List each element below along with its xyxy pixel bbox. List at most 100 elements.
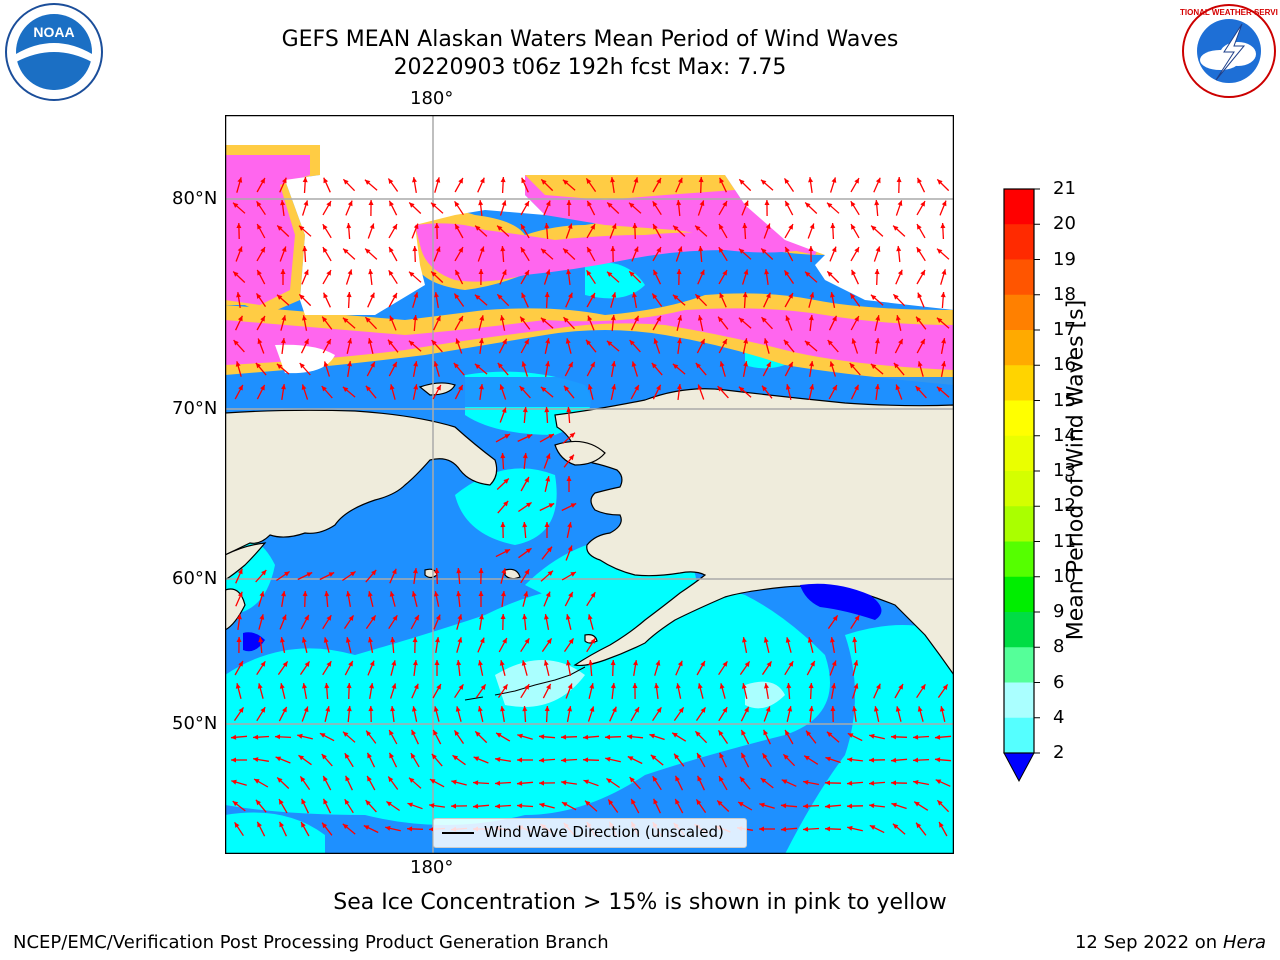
wind-wave-arrow-head	[369, 683, 374, 689]
wind-wave-arrow-head	[479, 246, 485, 252]
wind-wave-arrow-head	[522, 706, 528, 712]
wind-wave-arrow-head	[280, 200, 286, 206]
wind-wave-arrow-head	[323, 292, 328, 299]
lat-label-50n: 50°N	[172, 713, 218, 734]
wind-wave-arrow-head	[869, 825, 876, 830]
colorbar-segment	[1004, 224, 1034, 260]
wind-wave-arrow-head	[389, 315, 395, 322]
wind-wave-arrow-head	[847, 825, 853, 831]
wind-wave-arrow-head	[677, 315, 683, 321]
wind-wave-arrow-head	[895, 315, 901, 321]
wind-wave-arrow-head	[277, 294, 283, 300]
wind-wave-arrow-head	[328, 572, 335, 577]
wind-wave-arrow-head	[407, 802, 413, 808]
colorbar-segment	[1004, 576, 1034, 613]
wind-wave-arrow-head	[606, 340, 613, 346]
wind-wave-arrow-head	[854, 384, 859, 391]
wind-wave-arrow-head	[521, 292, 526, 299]
wind-wave-arrow-head	[567, 706, 572, 712]
wind-wave-arrow-head	[781, 826, 787, 832]
wind-wave-arrow-head	[302, 246, 308, 252]
wind-wave-arrow-head	[588, 660, 594, 666]
wind-wave-arrow-head	[722, 707, 728, 713]
wind-wave-arrow-head	[365, 385, 371, 392]
wind-wave-arrow-head	[501, 269, 507, 276]
wind-wave-arrow-head	[479, 614, 484, 620]
wind-wave-arrow-head	[742, 637, 747, 643]
wind-wave-arrow-head	[456, 568, 462, 574]
wind-wave-arrow-head	[281, 384, 286, 390]
wind-wave-arrow-head	[566, 660, 571, 666]
wind-wave-arrow-head	[304, 661, 310, 667]
wind-wave-arrow-head	[367, 752, 372, 759]
wind-wave-arrow-head	[739, 776, 745, 783]
wind-wave-arrow-head	[279, 683, 285, 689]
wind-wave-arrow-head	[719, 361, 725, 367]
wind-wave-arrow-head	[260, 661, 266, 667]
legend-line-swatch	[442, 832, 474, 834]
wind-wave-arrow-head	[586, 339, 592, 346]
wind-wave-arrow-head	[568, 591, 573, 598]
wind-wave-arrow-head	[589, 683, 595, 689]
wind-wave-arrow-head	[656, 247, 661, 253]
wind-wave-arrow-head	[451, 779, 457, 785]
wind-wave-arrow-head	[544, 292, 550, 298]
wind-wave-arrow-head	[762, 385, 768, 392]
colorbar-segment	[1004, 294, 1034, 331]
wind-wave-arrow-head	[854, 247, 859, 253]
wind-wave-arrow-head	[279, 799, 284, 805]
lon-label-top: 180°	[410, 88, 454, 109]
wind-wave-arrow-head	[656, 178, 661, 184]
wind-wave-arrow-head	[914, 801, 920, 807]
wind-wave-arrow-head	[893, 225, 899, 231]
wind-wave-arrow-head	[744, 661, 750, 667]
wind-wave-arrow-head	[389, 752, 394, 759]
wind-wave-arrow-head	[545, 200, 551, 207]
wind-wave-arrow-head	[238, 661, 243, 667]
footer-date: 12 Sep 2022 on Hera	[1075, 932, 1266, 953]
wind-wave-arrow-head	[653, 269, 658, 276]
wind-wave-arrow-head	[545, 453, 551, 460]
wind-wave-arrow-head	[346, 591, 351, 597]
wind-wave-arrow-head	[762, 753, 768, 759]
wind-wave-arrow-head	[920, 338, 925, 345]
wind-wave-arrow-head	[586, 178, 592, 184]
wind-wave-arrow-head	[781, 779, 788, 785]
colorbar-tick-label: 8	[1053, 636, 1065, 658]
wind-wave-arrow-head	[302, 315, 307, 321]
wind-wave-arrow-head	[521, 177, 526, 184]
wind-wave-arrow-head	[368, 269, 374, 275]
wind-wave-arrow-head	[371, 569, 377, 576]
colorbar-tick-label: 20	[1053, 213, 1076, 235]
wind-wave-arrow-head	[567, 683, 573, 690]
wind-wave-arrow-head	[676, 200, 682, 206]
wind-wave-arrow-head	[808, 246, 814, 251]
wind-wave-arrow-head	[652, 293, 658, 299]
wind-wave-arrow-head	[413, 683, 419, 690]
wind-wave-arrow-head	[497, 294, 503, 300]
colorbar-under-triangle	[1003, 752, 1035, 783]
wind-wave-arrow-head	[896, 246, 902, 252]
wind-wave-arrow-head	[606, 778, 612, 784]
wind-wave-arrow-head	[342, 823, 349, 829]
wind-wave-arrow-head	[500, 453, 506, 459]
wind-wave-arrow-head	[347, 269, 353, 275]
graticule	[225, 115, 954, 854]
wind-wave-arrow-head	[876, 683, 881, 690]
wind-wave-arrow-head	[257, 224, 262, 230]
wind-wave-arrow-head	[436, 315, 441, 322]
wind-wave-arrow-head	[634, 707, 639, 713]
wind-wave-arrow-head	[850, 201, 856, 207]
wind-wave-arrow-head	[455, 338, 461, 344]
wind-wave-arrow-head	[478, 338, 484, 344]
wind-wave-arrow-head	[719, 177, 724, 184]
wind-wave-arrow-head	[517, 757, 522, 763]
wind-wave-arrow-head	[524, 201, 529, 207]
wind-wave-arrow-head	[678, 707, 684, 713]
wind-wave-arrow-head	[939, 706, 945, 712]
colorbar-tick-label: 12	[1053, 495, 1076, 517]
wind-wave-arrow-head	[457, 614, 463, 620]
wind-wave-arrow-head	[546, 638, 552, 644]
wind-wave-arrow-head	[304, 614, 309, 621]
wind-wave-arrow-head	[363, 825, 370, 830]
